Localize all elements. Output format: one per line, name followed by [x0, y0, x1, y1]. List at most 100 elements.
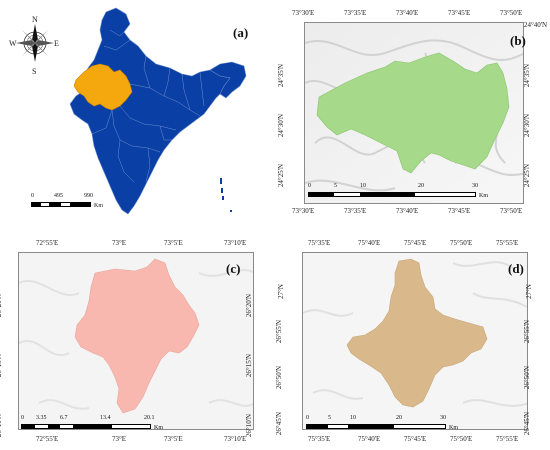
scale-d-tick-1: 5 [328, 415, 331, 421]
b-right-lat-2: 24°25'N [523, 163, 532, 188]
d-top-tick-3: 75°50'E [450, 239, 473, 247]
scale-b-tick-1: 5 [334, 183, 337, 189]
scale-a-unit: Km [94, 203, 103, 209]
d-bottom-tick-1: 75°40'E [358, 435, 381, 443]
panel-a-label: (a) [233, 25, 249, 40]
c-bottom-tick-2: 73°5'E [164, 435, 183, 443]
d-top-tick-4: 75°55'E [496, 239, 519, 247]
compass-west-label: W [9, 39, 17, 48]
c-right-lat-2: 26°10'N [245, 413, 254, 438]
d-hillshade [303, 261, 527, 407]
d-left-lat-0: 27°N [276, 284, 285, 299]
india-outline [69, 7, 241, 215]
b-left-lat-1: 24°30'N [277, 113, 286, 138]
rajasthan-highlight [73, 63, 133, 111]
b-top-tick-4: 73°50'E [500, 9, 523, 17]
c-left-lat-2: 26°10'N [0, 413, 4, 438]
d-district-shape [346, 258, 488, 408]
b-bottom-tick-0: 73°30'E [292, 207, 315, 215]
panel-b: 73°30'E 73°35'E 73°40'E 73°45'E 73°50'E [277, 0, 550, 225]
b-bottom-tick-3: 73°45'E [448, 207, 471, 215]
d-bottom-tick-4: 75°55'E [496, 435, 519, 443]
c-top-tick-1: 73°E [112, 239, 127, 247]
b-bottom-tick-1: 73°35'E [344, 207, 367, 215]
panel-c-label: (c) [226, 261, 241, 276]
c-bottom-tick-3: 73°10'E [224, 435, 247, 443]
b-right-lat-1: 24°30'N [523, 113, 532, 138]
d-right-lat-3: 26°45'N [523, 411, 532, 436]
scale-c-tick-0: 0 [21, 415, 24, 421]
scale-d-tick-3: 20 [396, 415, 402, 421]
scale-c-unit: Km [154, 425, 163, 431]
scale-b-tick-2: 10 [360, 183, 366, 189]
b-top-right-lat: 24°40'N [524, 21, 548, 29]
panel-d: 75°35'E 75°40'E 75°45'E 75°50'E 75°55'E … [275, 228, 550, 450]
state-boundaries [91, 29, 205, 183]
compass-north-label: N [32, 15, 38, 24]
d-top-tick-1: 75°40'E [358, 239, 381, 247]
scale-d-tick-0: 0 [306, 415, 309, 421]
islands [220, 178, 232, 212]
scale-c-tick-1: 3.35 [36, 415, 47, 421]
scale-d-tick-2: 10 [350, 415, 356, 421]
d-bottom-tick-2: 75°45'E [404, 435, 427, 443]
scale-bar-d [306, 424, 446, 429]
scale-d-unit: Km [449, 425, 458, 431]
d-left-lat-1: 26°55'N [275, 319, 284, 344]
panel-b-label: (b) [510, 33, 526, 48]
panel-c: 72°55'E 73°E 73°5'E 73°10'E 26°20'N 26°1… [0, 228, 275, 450]
b-left-lat-2: 24°25'N [277, 163, 286, 188]
panel-a: (a) N S W E [0, 0, 270, 225]
b-top-tick-1: 73°35'E [344, 9, 367, 17]
northeast-region [209, 61, 247, 99]
d-right-lat-2: 26°50'N [523, 365, 532, 390]
c-right-lat-1: 26°15'N [245, 353, 254, 378]
b-right-lat-0: 24°35'N [523, 63, 532, 88]
b-left-lat-0: 24°35'N [277, 63, 286, 88]
c-top-tick-2: 73°5'E [164, 239, 183, 247]
scale-b-tick-3: 20 [418, 183, 424, 189]
scale-bar-b [308, 192, 476, 197]
c-district-shape [74, 258, 200, 414]
india-map [60, 6, 250, 218]
d-top-tick-2: 75°45'E [404, 239, 427, 247]
scale-bar-c [21, 424, 151, 429]
scale-c-tick-4: 20.1 [144, 415, 155, 421]
scale-b-tick-0: 0 [308, 183, 311, 189]
c-bottom-tick-1: 73°E [112, 435, 127, 443]
c-hillshade [19, 269, 253, 410]
d-right-lat-0: 27°N [524, 284, 533, 299]
d-bottom-tick-0: 75°35'E [308, 435, 331, 443]
compass-east-label: E [54, 39, 59, 48]
d-bottom-tick-3: 75°50'E [450, 435, 473, 443]
b-top-tick-0: 73°30'E [292, 9, 315, 17]
b-bottom-tick-2: 73°40'E [396, 207, 419, 215]
c-top-tick-0: 72°55'E [36, 239, 59, 247]
c-left-lat-0: 26°20'N [0, 293, 4, 318]
b-top-tick-2: 73°40'E [396, 9, 419, 17]
scale-b-unit: Km [479, 193, 488, 199]
b-district-shape [316, 52, 510, 174]
scale-d-tick-4: 30 [440, 415, 446, 421]
scale-c-tick-2: 6.7 [60, 415, 68, 421]
panel-d-label: (d) [508, 261, 524, 276]
d-left-lat-3: 26°45'N [275, 411, 284, 436]
c-top-tick-3: 73°10'E [224, 239, 247, 247]
compass-south-label: S [32, 67, 37, 76]
scale-c-tick-3: 13.4 [100, 415, 111, 421]
b-bottom-tick-4: 73°50'E [500, 207, 523, 215]
scale-b-tick-4: 30 [472, 183, 478, 189]
scale-bar-a [31, 202, 91, 207]
c-left-lat-1: 26°15'N [0, 353, 4, 378]
scale-a-tick-0: 0 [31, 193, 34, 199]
c-bottom-tick-0: 72°55'E [36, 435, 59, 443]
d-right-lat-1: 26°55'N [523, 319, 532, 344]
d-top-tick-0: 75°35'E [308, 239, 331, 247]
compass-rose-icon [10, 18, 60, 68]
c-map-frame [18, 252, 254, 430]
d-map-frame [302, 252, 528, 430]
scale-a-tick-2: 990 [84, 193, 93, 199]
b-map-frame [304, 22, 524, 204]
c-right-lat-0: 26°20'N [245, 293, 254, 318]
d-left-lat-2: 26°50'N [275, 365, 284, 390]
